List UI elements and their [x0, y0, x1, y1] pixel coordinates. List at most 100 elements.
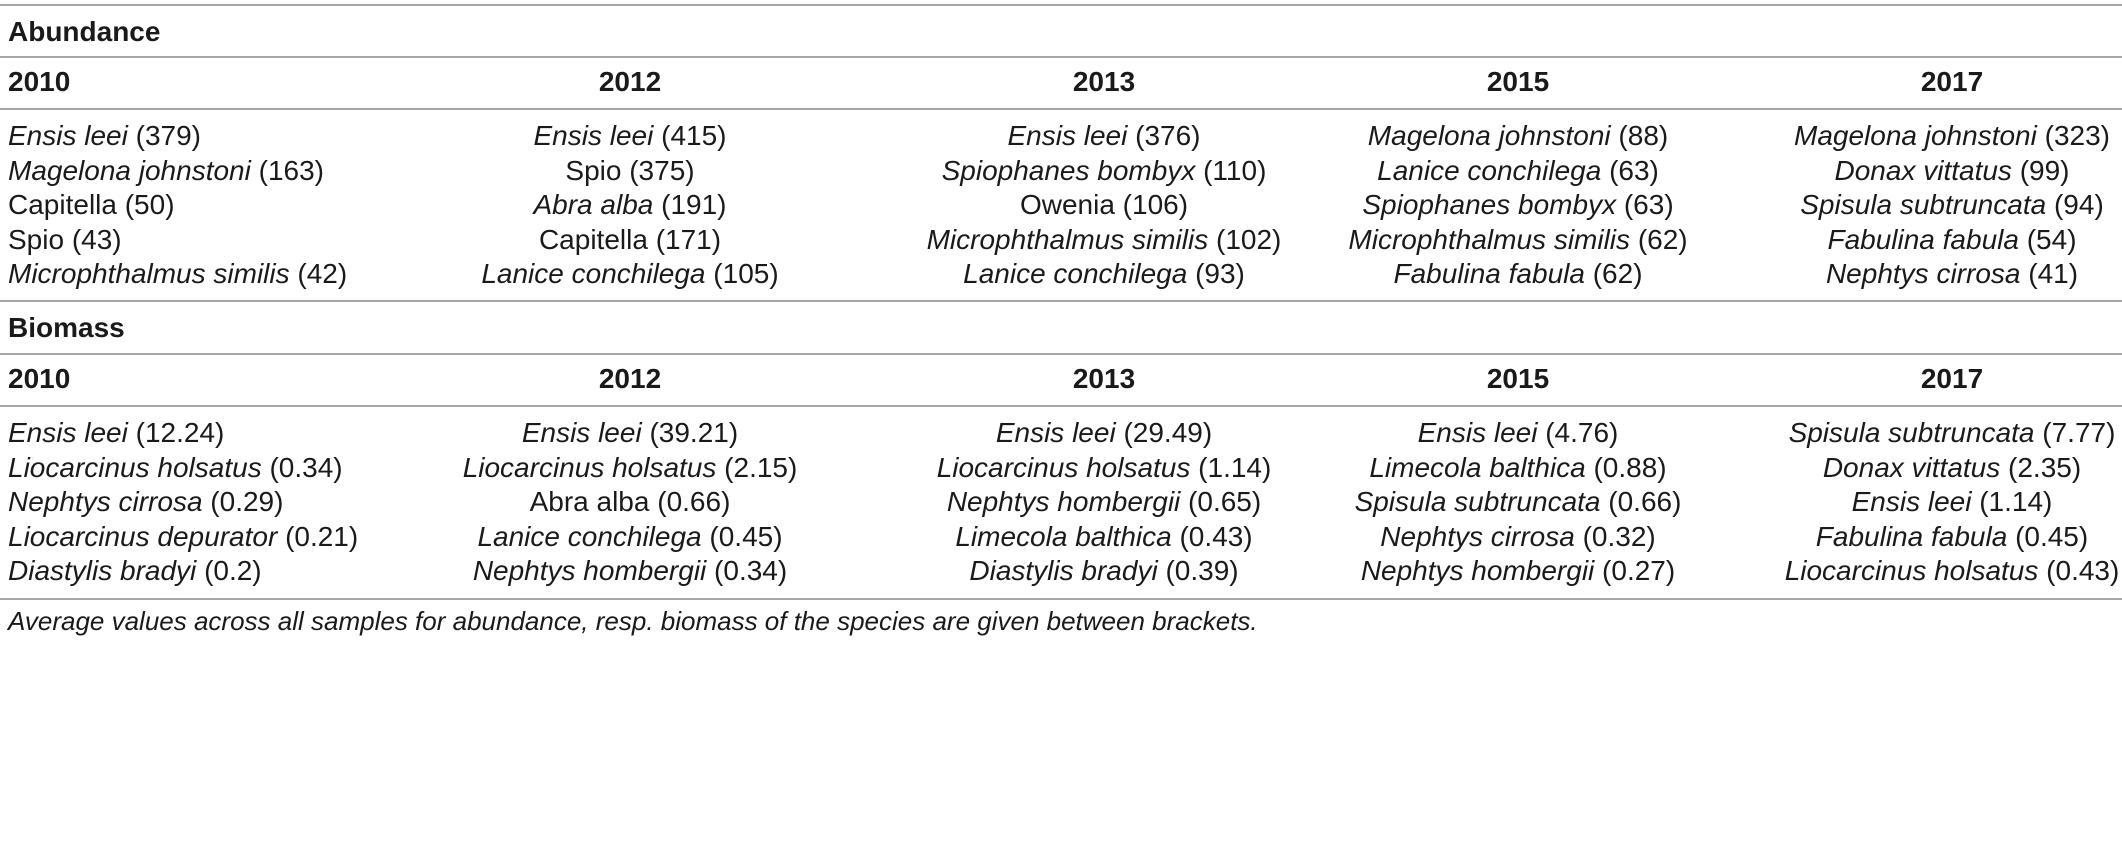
abundance-cell: Magelona johnstoni (163): [8, 151, 324, 191]
biomass-table-row: Diastylis bradyi (0.2) Nephtys hombergii …: [0, 551, 2122, 591]
species-name: Ensis leei: [533, 120, 654, 151]
biomass-cell-content: Diastylis bradyi (0.39): [969, 551, 1238, 591]
table-top-rule: [0, 4, 2122, 6]
species-value: (62): [1637, 223, 1688, 255]
species-name: Liocarcinus holsatus: [8, 451, 262, 483]
species-value: (0.65): [1188, 486, 1262, 518]
abundance-cell-content: Donax vittatus (99): [1835, 151, 2070, 191]
biomass-cell: Liocarcinus holsatus (0.34): [8, 448, 343, 488]
abundance-cell-content: Spio (43): [8, 224, 122, 255]
abundance-cell-content: Lanice conchilega (93): [963, 254, 1245, 294]
species-value: (2.15): [724, 451, 798, 483]
species-name: Fabulina fabula: [1827, 223, 2019, 255]
species-name: Capitella: [8, 189, 117, 221]
species-value: (0.39): [1165, 555, 1239, 587]
abundance-header-2013-label: 2013: [1072, 66, 1136, 97]
species-name: Microphthalmus similis: [926, 223, 1209, 255]
biomass-cell-content: Donax vittatus (2.35): [1823, 448, 2081, 488]
abundance-cell-content: Microphthalmus similis (62): [1348, 220, 1687, 260]
species-name: Nephtys hombergii: [472, 555, 707, 587]
biomass-cell: Nephtys cirrosa (0.29): [8, 482, 283, 522]
species-name: Lanice conchilega: [1377, 154, 1602, 186]
table-footnote: Average values across all samples for ab…: [8, 606, 1258, 636]
species-value: (191): [661, 189, 727, 221]
biomass-header-2013-label: 2013: [1072, 363, 1136, 394]
biomass-header-2012-label: 2012: [598, 363, 662, 394]
species-name: Spiophanes bombyx: [941, 154, 1196, 186]
species-name: Spisula subtruncata: [1354, 486, 1601, 518]
species-name: Abra alba: [533, 189, 654, 221]
abundance-cell-content: Microphthalmus similis (102): [927, 220, 1282, 260]
abundance-header-2012-label: 2012: [598, 66, 662, 97]
biomass-header-2015-label: 2015: [1486, 363, 1550, 394]
abundance-title-rule: [0, 56, 2122, 58]
biomass-cell-content: Diastylis bradyi (0.2): [8, 555, 262, 586]
species-name: Ensis leei: [1007, 120, 1128, 151]
abundance-header-2017-label: 2017: [1920, 66, 1984, 97]
biomass-table-row: Ensis leei (12.24) Ensis leei (39.21) Ensi…: [0, 413, 2122, 453]
species-value: (375): [629, 154, 695, 186]
species-value: (102): [1216, 223, 1282, 255]
species-value: (94): [2053, 189, 2104, 221]
species-value: (50): [124, 189, 175, 221]
abundance-cell-content: Fabulina fabula (54): [1827, 220, 2076, 260]
species-name: Magelona johnstoni: [8, 154, 251, 186]
species-value: (1.14): [1198, 451, 1272, 483]
species-name: Liocarcinus holsatus: [462, 451, 717, 483]
biomass-cell-content: Limecola balthica (0.88): [1369, 448, 1666, 488]
species-value: (376): [1135, 120, 1201, 151]
biomass-cell-content: Nephtys cirrosa (0.32): [1380, 517, 1655, 557]
abundance-cell-content: Ensis leei (379): [8, 120, 201, 151]
species-value: (7.77): [2042, 417, 2116, 448]
species-name: Lanice conchilega: [963, 258, 1188, 290]
species-name: Capitella: [538, 223, 648, 255]
abundance-cell-content: Microphthalmus similis (42): [8, 258, 347, 289]
species-value: (0.34): [714, 555, 788, 587]
species-value: (0.34): [269, 451, 343, 483]
species-name: Fabulina fabula: [1393, 258, 1585, 290]
species-name: Magelona johnstoni: [1367, 120, 1611, 151]
abundance-cell-content: Spiophanes bombyx (110): [942, 151, 1267, 191]
species-value: (106): [1122, 189, 1189, 221]
species-value: (0.21): [285, 520, 359, 552]
biomass-cell-content: Liocarcinus holsatus (2.15): [463, 448, 798, 488]
species-value: (163): [258, 154, 324, 186]
abundance-table-row: Capitella (50) Abra alba (191) Owenia (106…: [0, 185, 2122, 225]
abundance-table-row: Magelona johnstoni (163) Spio (375) Spioph…: [0, 151, 2122, 191]
species-name: Liocarcinus depurator: [8, 520, 278, 552]
species-name: Diastylis bradyi: [8, 555, 197, 587]
abundance-cell-content: Spiophanes bombyx (63): [1362, 185, 1673, 225]
biomass-cell-content: Abra alba (0.66): [530, 482, 731, 522]
biomass-header-2017-label: 2017: [1920, 363, 1984, 394]
species-value: (0.66): [657, 486, 731, 518]
biomass-cell-content: Spisula subtruncata (7.77): [1789, 413, 2116, 453]
biomass-cell-content: Nephtys hombergii (0.65): [947, 482, 1261, 522]
species-name: Lanice conchilega: [477, 520, 702, 552]
biomass-cell-content: Nephtys hombergii (0.27): [1361, 551, 1675, 591]
species-name: Spisula subtruncata: [1800, 189, 2047, 221]
abundance-cell-content: Owenia (106): [1020, 185, 1188, 225]
species-name: Spio: [565, 154, 622, 186]
abundance-cell-content: Fabulina fabula (62): [1393, 254, 1642, 294]
abundance-cell-content: Magelona johnstoni (88): [1368, 116, 1668, 156]
biomass-header-2010: 2010: [8, 363, 71, 394]
abundance-header-row: 2010 2012 2013 2015 2017: [0, 62, 2122, 102]
species-value: (42): [297, 258, 348, 290]
species-name: Spiophanes bombyx: [1362, 189, 1617, 221]
biomass-cell-content: Ensis leei (12.24): [8, 417, 224, 448]
biomass-cell-content: Fabulina fabula (0.45): [1816, 517, 2088, 557]
biomass-table-row: Nephtys cirrosa (0.29) Abra alba (0.66) Ne…: [0, 482, 2122, 522]
species-name: Diastylis bradyi: [969, 555, 1158, 587]
species-name: Lanice conchilega: [481, 258, 706, 290]
species-value: (105): [713, 258, 779, 290]
species-name: Microphthalmus similis: [8, 258, 290, 290]
biomass-cell-content: Ensis leei (39.21): [522, 413, 738, 453]
species-value: (171): [655, 223, 722, 255]
biomass-cell-content: Spisula subtruncata (0.66): [1355, 482, 1682, 522]
species-name: Fabulina fabula: [1815, 520, 2008, 552]
species-value: (62): [1592, 258, 1643, 290]
species-value: (54): [2026, 223, 2077, 255]
species-name: Abra alba: [529, 486, 650, 518]
abundance-cell: Spio (43): [8, 220, 122, 260]
biomass-cell-content: Liocarcinus depurator (0.21): [8, 521, 358, 552]
